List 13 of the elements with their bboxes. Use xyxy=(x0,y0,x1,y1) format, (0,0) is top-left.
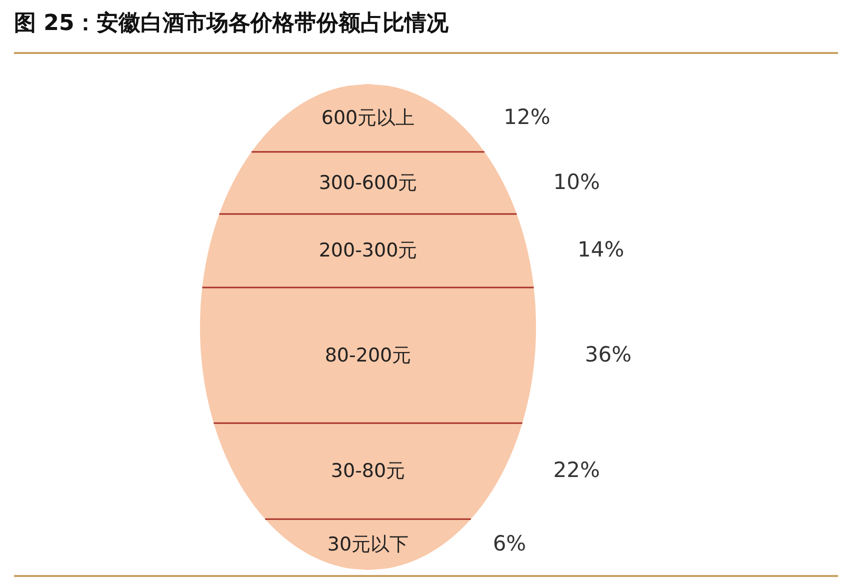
category-label: 300-600元 xyxy=(318,172,418,194)
data-label: 22% xyxy=(553,458,600,482)
data-label: 10% xyxy=(553,170,600,194)
category-label: 30元以下 xyxy=(327,534,409,556)
category-label: 30-80元 xyxy=(330,460,406,482)
data-label: 6% xyxy=(492,532,526,556)
data-label: 36% xyxy=(584,342,632,366)
data-label: 12% xyxy=(504,104,550,129)
category-label: 200-300元 xyxy=(318,240,418,262)
category-label: 80-200元 xyxy=(324,344,412,366)
text: 图 25：安徽白酒市场各价格带份额占比情况 xyxy=(14,10,448,38)
category-label: 600元以上 xyxy=(321,106,415,129)
data-label: 14% xyxy=(578,238,624,262)
